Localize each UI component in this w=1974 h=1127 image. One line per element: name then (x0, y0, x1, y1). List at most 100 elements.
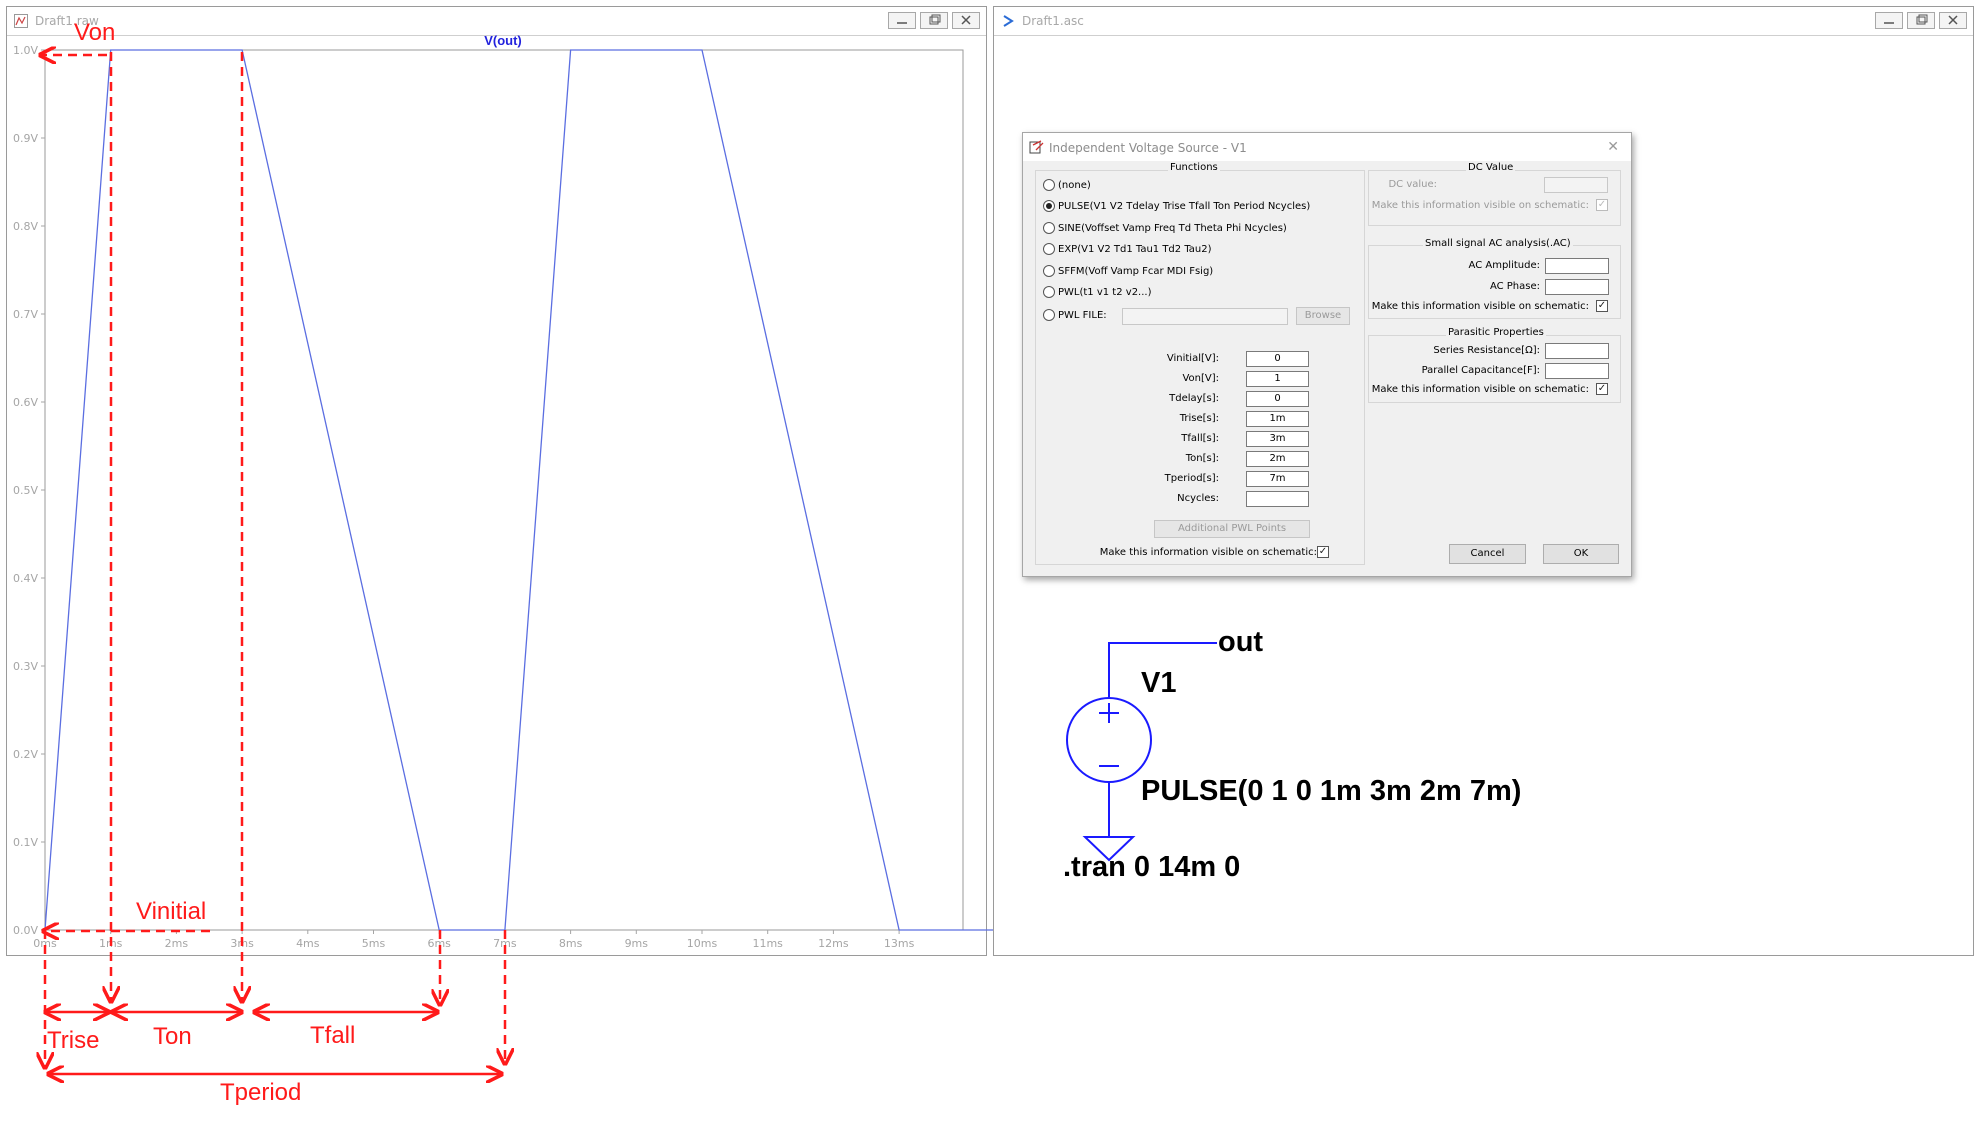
functions-group-title: Functions (1168, 162, 1220, 173)
y-tick-label: 0.3V (13, 660, 38, 673)
radio-label: SFFM(Voff Vamp Fcar MDI Fsig) (1058, 265, 1214, 277)
y-tick-label: 0.4V (13, 572, 38, 585)
radio-sine[interactable]: SINE(Voffset Vamp Freq Td Theta Phi Ncyc… (1043, 222, 1287, 234)
radio-button[interactable] (1043, 200, 1055, 212)
y-tick-label: 0.6V (13, 396, 38, 409)
close-button[interactable] (1939, 12, 1967, 29)
y-tick-label: 0.0V (13, 924, 38, 937)
radio-pwl-file[interactable]: PWL FILE: (1043, 309, 1107, 321)
wire-out[interactable] (1108, 642, 1217, 697)
x-tick-label: 0ms (33, 937, 57, 950)
vinitial-label: Vinitial (136, 898, 206, 925)
x-tick-label: 2ms (165, 937, 189, 950)
radio-label: PWL FILE: (1058, 309, 1107, 321)
waveform-window-title: Draft1.raw (35, 14, 99, 28)
param-input-ncycles[interactable] (1246, 491, 1309, 507)
close-icon (961, 15, 971, 25)
close-icon (1948, 15, 1958, 25)
param-label-trise: Trise[s]: (1179, 413, 1219, 424)
waveform-window: Draft1.raw (6, 6, 987, 956)
source-name[interactable]: V1 (1141, 667, 1177, 699)
browse-button[interactable]: Browse (1296, 307, 1350, 325)
minimize-button[interactable] (888, 12, 916, 29)
radio-label: EXP(V1 V2 Td1 Tau1 Td2 Tau2) (1058, 243, 1212, 255)
cancel-button[interactable]: Cancel (1449, 544, 1526, 564)
waveform-titlebar[interactable]: Draft1.raw (7, 7, 986, 36)
ac-phase-input[interactable] (1545, 279, 1609, 295)
restore-button[interactable] (920, 12, 948, 29)
schematic-titlebar[interactable]: Draft1.asc (994, 7, 1973, 36)
x-tick-label: 12ms (818, 937, 849, 950)
param-input-tperiod[interactable]: 7m (1246, 471, 1309, 487)
radio-button[interactable] (1043, 243, 1055, 255)
von-label: Von (74, 19, 115, 46)
param-label-tdelay: Tdelay[s]: (1169, 393, 1219, 404)
tfall-label: Tfall (310, 1022, 355, 1049)
minimize-button[interactable] (1875, 12, 1903, 29)
param-input-tfall[interactable]: 3m (1246, 431, 1309, 447)
param-input-ton[interactable]: 2m (1246, 451, 1309, 467)
tperiod-label: Tperiod (220, 1079, 301, 1106)
radio-exp[interactable]: EXP(V1 V2 Td1 Tau1 Td2 Tau2) (1043, 243, 1212, 255)
param-label-vinitial: Vinitial[V]: (1166, 353, 1219, 364)
parasitic-visible-checkbox[interactable]: ✓ (1596, 383, 1608, 395)
tran-directive[interactable]: .tran 0 14m 0 (1063, 851, 1241, 883)
close-button[interactable] (952, 12, 980, 29)
radio-pulse[interactable]: PULSE(V1 V2 Tdelay Trise Tfall Ton Perio… (1043, 200, 1310, 212)
additional-pwl-button[interactable]: Additional PWL Points (1154, 520, 1310, 538)
x-tick-label: 4ms (296, 937, 320, 950)
series-resistance-input[interactable] (1545, 343, 1609, 359)
dialog-title: Independent Voltage Source - V1 (1049, 141, 1247, 155)
ok-button[interactable]: OK (1543, 544, 1619, 564)
param-input-trise[interactable]: 1m (1246, 411, 1309, 427)
minimize-icon (897, 22, 907, 24)
x-tick-label: 13ms (884, 937, 915, 950)
x-tick-label: 10ms (687, 937, 718, 950)
dc-value-input[interactable] (1544, 177, 1608, 193)
restore-button[interactable] (1907, 12, 1935, 29)
parallel-capacitance-input[interactable] (1545, 363, 1609, 379)
radio-button[interactable] (1043, 309, 1055, 321)
parallel-capacitance-label: Parallel Capacitance[F]: (1421, 365, 1540, 376)
radio-button[interactable] (1043, 222, 1055, 234)
ground-symbol[interactable] (1082, 836, 1136, 862)
ton-label: Ton (153, 1023, 192, 1050)
y-tick-label: 0.9V (13, 132, 38, 145)
y-tick-label: 1.0V (13, 44, 38, 57)
functions-visible-checkbox[interactable]: ✓ (1317, 546, 1329, 558)
param-input-von[interactable]: 1 (1246, 371, 1309, 387)
pwl-file-input[interactable] (1122, 308, 1288, 325)
x-tick-label: 6ms (427, 937, 451, 950)
net-label-out[interactable]: out (1218, 626, 1264, 658)
radio-label: PWL(t1 v1 t2 v2...) (1058, 286, 1152, 298)
minimize-icon (1884, 22, 1894, 24)
radio-label: SINE(Voffset Vamp Freq Td Theta Phi Ncyc… (1058, 222, 1287, 234)
param-label-tfall: Tfall[s]: (1181, 433, 1219, 444)
radio-button[interactable] (1043, 286, 1055, 298)
voltage-source-dialog: Independent Voltage Source - V1 ✕ Functi… (1022, 132, 1632, 577)
source-value[interactable]: PULSE(0 1 0 1m 3m 2m 7m) (1141, 775, 1522, 807)
param-label-ton: Ton[s]: (1185, 453, 1219, 464)
radio-none[interactable]: (none) (1043, 179, 1091, 191)
radio-sffm[interactable]: SFFM(Voff Vamp Fcar MDI Fsig) (1043, 265, 1213, 277)
radio-label: (none) (1058, 179, 1091, 191)
ac-amplitude-input[interactable] (1545, 258, 1609, 274)
ac-visible-checkbox[interactable]: ✓ (1596, 300, 1608, 312)
y-tick-label: 0.7V (13, 308, 38, 321)
dc-visible-checkbox[interactable]: ✓ (1596, 199, 1608, 211)
x-tick-label: 7ms (493, 937, 517, 950)
restore-icon (929, 14, 941, 25)
dialog-titlebar[interactable]: Independent Voltage Source - V1 ✕ (1023, 133, 1631, 161)
parasitic-visible-label: Make this information visible on schemat… (1371, 384, 1589, 395)
waveform-app-icon (14, 14, 28, 28)
param-input-vinitial[interactable]: 0 (1246, 351, 1309, 367)
radio-pwl[interactable]: PWL(t1 v1 t2 v2...) (1043, 286, 1152, 298)
dialog-close-icon[interactable]: ✕ (1607, 139, 1619, 155)
radio-button[interactable] (1043, 179, 1055, 191)
param-label-tperiod: Tperiod[s]: (1164, 473, 1219, 484)
param-label-von: Von[V]: (1182, 373, 1219, 384)
x-tick-label: 11ms (752, 937, 783, 950)
param-input-tdelay[interactable]: 0 (1246, 391, 1309, 407)
radio-button[interactable] (1043, 265, 1055, 277)
